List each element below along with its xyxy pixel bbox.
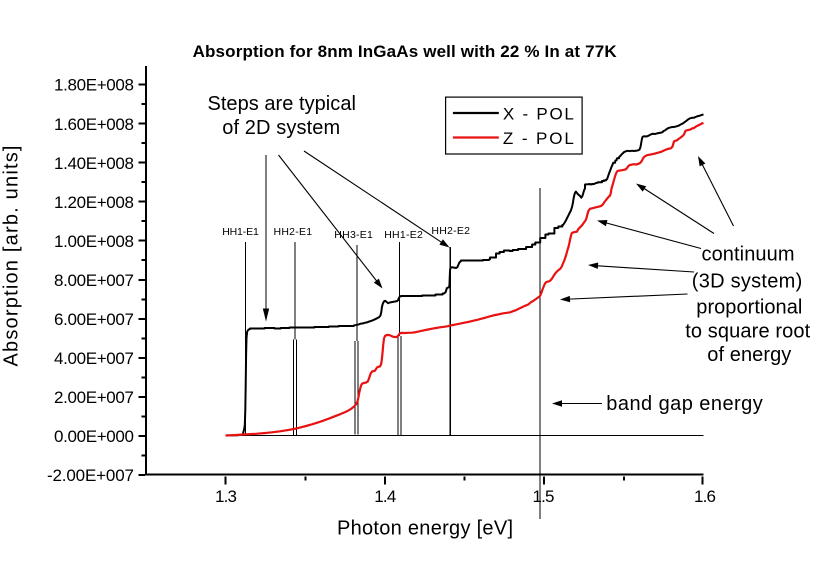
svg-text:X - POL: X - POL — [503, 105, 574, 124]
svg-text:0.00E+000: 0.00E+000 — [54, 427, 134, 446]
svg-text:HH3-E1: HH3-E1 — [334, 229, 373, 241]
svg-text:1.6: 1.6 — [694, 487, 716, 506]
svg-text:HH2-E1: HH2-E1 — [274, 226, 313, 238]
svg-text:1.3: 1.3 — [215, 487, 237, 506]
svg-text:to square root: to square root — [685, 321, 810, 343]
svg-text:HH1-E2: HH1-E2 — [384, 229, 423, 241]
svg-text:1.4: 1.4 — [374, 487, 396, 506]
svg-text:8.00E+007: 8.00E+007 — [54, 271, 134, 290]
svg-text:HH2-E2: HH2-E2 — [431, 225, 470, 237]
svg-text:HH1-E1: HH1-E1 — [222, 226, 259, 238]
svg-text:Photon energy [eV]: Photon energy [eV] — [337, 518, 513, 540]
svg-text:Absorption for 8nm InGaAs well: Absorption for 8nm InGaAs well with 22 %… — [193, 42, 618, 61]
svg-text:2.00E+007: 2.00E+007 — [54, 388, 134, 407]
svg-text:1.80E+008: 1.80E+008 — [54, 76, 134, 95]
svg-text:continuum: continuum — [702, 244, 795, 266]
svg-text:1.60E+008: 1.60E+008 — [54, 115, 134, 134]
svg-text:proportional: proportional — [696, 297, 802, 319]
svg-text:band gap energy: band gap energy — [606, 393, 762, 415]
svg-text:-2.00E+007: -2.00E+007 — [47, 466, 134, 485]
svg-text:1.00E+008: 1.00E+008 — [54, 232, 134, 251]
svg-text:1.40E+008: 1.40E+008 — [54, 154, 134, 173]
svg-text:Absorption [arb. units]: Absorption [arb. units] — [1, 146, 23, 367]
svg-text:4.00E+007: 4.00E+007 — [54, 349, 134, 368]
svg-text:6.00E+007: 6.00E+007 — [54, 310, 134, 329]
svg-text:1.20E+008: 1.20E+008 — [54, 193, 134, 212]
svg-text:1.5: 1.5 — [533, 487, 555, 506]
svg-text:Steps are typical: Steps are typical — [207, 93, 356, 115]
svg-text:of energy: of energy — [707, 344, 791, 366]
svg-text:(3D system): (3D system) — [692, 271, 803, 293]
svg-text:of 2D system: of 2D system — [222, 117, 340, 139]
